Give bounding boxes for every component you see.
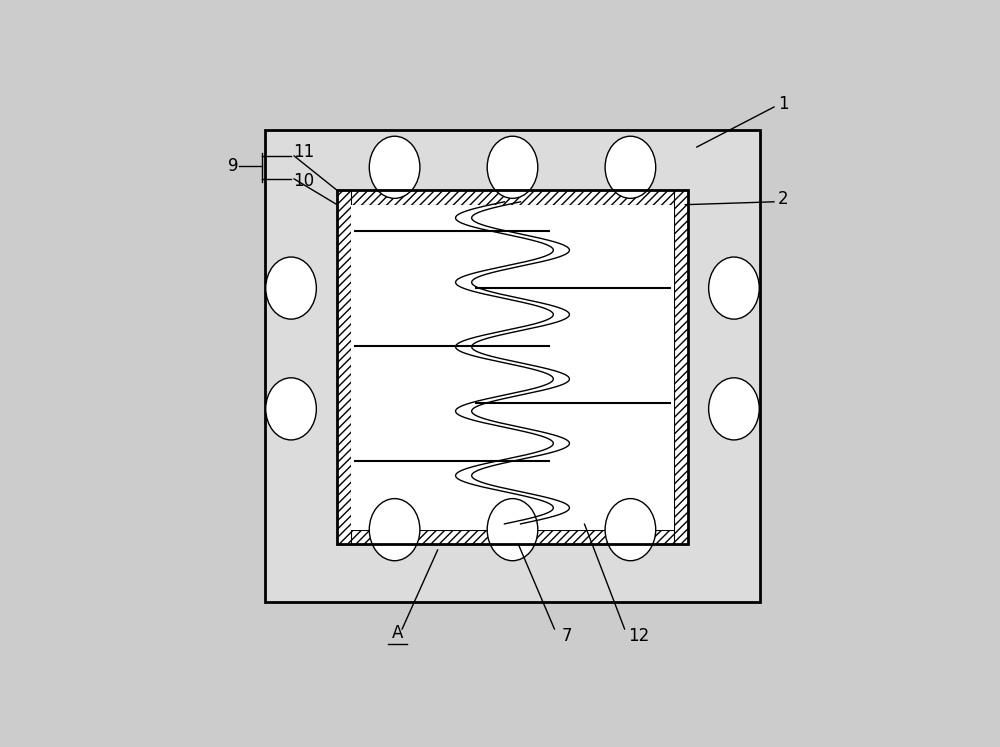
Bar <box>337 190 688 205</box>
Bar <box>337 190 351 544</box>
Ellipse shape <box>487 136 538 199</box>
Ellipse shape <box>605 498 656 561</box>
Bar <box>337 190 688 544</box>
Bar <box>337 190 688 544</box>
Bar <box>351 205 674 530</box>
Text: 10: 10 <box>293 172 314 190</box>
Text: 7: 7 <box>562 627 572 645</box>
Ellipse shape <box>266 257 316 319</box>
Text: 9: 9 <box>228 157 238 175</box>
Text: 1: 1 <box>778 95 789 113</box>
Bar <box>674 190 688 544</box>
Bar <box>337 530 688 544</box>
Text: 12: 12 <box>628 627 650 645</box>
Bar <box>265 130 760 601</box>
Ellipse shape <box>369 498 420 561</box>
Text: A: A <box>392 624 403 642</box>
Ellipse shape <box>369 136 420 199</box>
Ellipse shape <box>605 136 656 199</box>
Ellipse shape <box>487 498 538 561</box>
Ellipse shape <box>266 378 316 440</box>
Ellipse shape <box>709 378 759 440</box>
Ellipse shape <box>709 257 759 319</box>
Text: 2: 2 <box>778 190 789 208</box>
Text: 11: 11 <box>293 143 314 161</box>
